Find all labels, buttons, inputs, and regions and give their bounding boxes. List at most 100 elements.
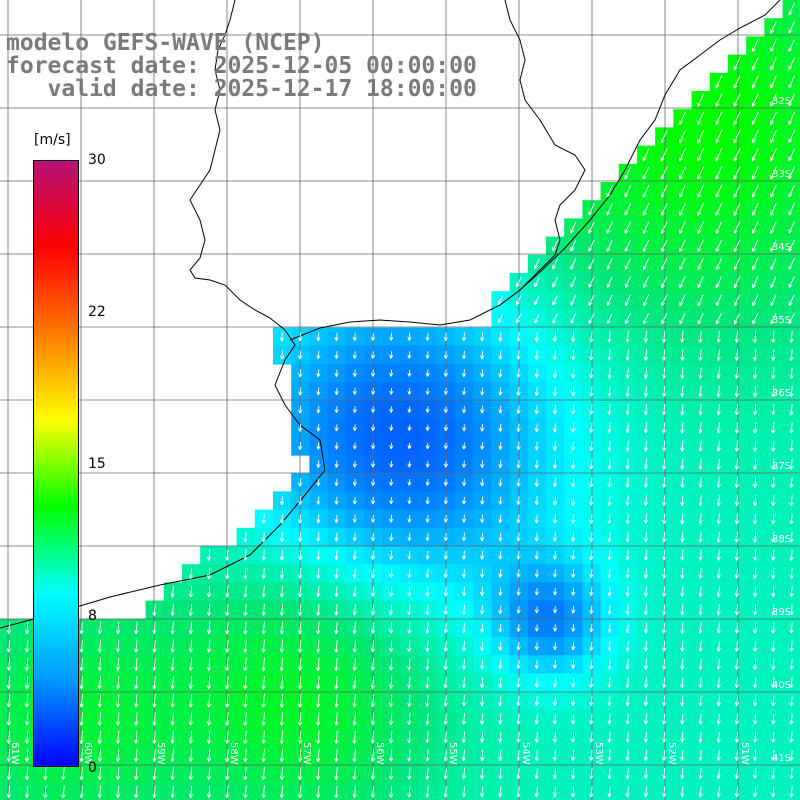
wind-arrow	[407, 640, 412, 652]
wind-arrow	[661, 749, 667, 761]
wind-arrow	[370, 676, 375, 690]
wind-arrow	[443, 586, 448, 597]
wind-arrow	[188, 621, 193, 635]
wind-arrow	[788, 166, 795, 180]
wind-arrow	[352, 712, 357, 726]
wind-arrow	[751, 39, 759, 53]
wind-arrow	[680, 640, 685, 652]
wind-arrow	[480, 641, 485, 652]
wind-arrow	[388, 712, 394, 726]
wind-arrow	[733, 184, 741, 198]
wind-arrow	[498, 605, 503, 615]
wind-arrow	[206, 767, 212, 780]
wind-arrow	[589, 786, 594, 798]
wind-arrow	[789, 622, 794, 634]
wind-arrow	[516, 550, 521, 560]
wind-arrow	[771, 677, 776, 689]
wind-arrow	[552, 459, 558, 469]
wind-arrow	[407, 351, 412, 359]
wind-arrow	[279, 585, 285, 598]
wind-arrow	[79, 767, 84, 781]
wind-arrow	[389, 442, 394, 450]
wind-arrow	[752, 422, 758, 434]
wind-arrow	[407, 712, 412, 726]
wind-arrow	[407, 604, 412, 616]
wind-arrow	[297, 621, 303, 635]
latitude-label: 34S	[772, 242, 791, 253]
wind-arrow	[697, 93, 705, 107]
wind-arrow	[480, 623, 485, 633]
wind-arrow	[752, 458, 758, 470]
wind-arrow	[715, 276, 722, 289]
wind-arrow	[461, 514, 467, 523]
wind-arrow	[734, 476, 740, 488]
wind-arrow	[589, 623, 594, 633]
wind-arrow	[534, 514, 539, 524]
wind-arrow	[443, 658, 448, 671]
wind-arrow	[170, 785, 175, 799]
wind-arrow	[498, 387, 503, 396]
wind-arrow	[733, 75, 741, 89]
wind-arrow	[607, 768, 612, 780]
wind-arrow	[715, 93, 723, 107]
wind-arrow	[407, 785, 412, 798]
wind-arrow	[334, 406, 339, 414]
wind-arrow	[788, 184, 795, 198]
wind-arrow	[534, 786, 539, 798]
wind-arrow	[789, 586, 794, 598]
wind-arrow	[607, 677, 612, 688]
wind-arrow	[443, 514, 449, 523]
wind-arrow	[334, 424, 339, 432]
wind-arrow	[788, 93, 796, 107]
wind-arrow	[606, 276, 613, 288]
wind-arrow	[134, 694, 139, 708]
wind-arrow	[24, 676, 30, 690]
wind-arrow	[298, 532, 303, 542]
wind-arrow	[607, 459, 612, 470]
wind-arrow	[407, 514, 412, 523]
wind-arrow	[534, 642, 539, 651]
wind-arrow	[552, 731, 558, 743]
wind-arrow	[588, 203, 595, 216]
wind-arrow	[552, 313, 558, 324]
wind-arrow	[261, 785, 266, 799]
wind-arrow	[571, 532, 576, 542]
wind-arrow	[443, 550, 448, 560]
wind-arrow	[188, 748, 193, 762]
wind-arrow	[479, 695, 485, 707]
wind-arrow	[334, 387, 339, 396]
wind-arrow	[443, 713, 448, 725]
wind-arrow	[516, 423, 521, 433]
wind-arrow	[771, 385, 776, 398]
wind-arrow	[571, 677, 576, 688]
wind-arrow	[679, 312, 686, 325]
wind-arrow	[388, 767, 394, 780]
wind-arrow	[607, 367, 612, 379]
wind-arrow	[552, 276, 558, 288]
wind-arrow	[770, 21, 777, 34]
wind-arrow	[480, 587, 485, 597]
wind-arrow	[443, 767, 448, 780]
wind-arrow	[370, 767, 375, 780]
wind-arrow	[516, 459, 521, 469]
wind-arrow	[643, 513, 649, 525]
colorbar	[33, 160, 79, 767]
wind-arrow	[115, 621, 121, 635]
wind-arrow	[788, 294, 795, 307]
wind-arrow	[607, 422, 612, 434]
wind-arrow	[552, 295, 558, 306]
wind-arrow	[716, 786, 721, 798]
wind-arrow	[534, 731, 539, 743]
wind-arrow	[660, 202, 668, 216]
wind-arrow	[316, 496, 321, 505]
wind-arrow	[134, 657, 139, 671]
wind-arrow	[770, 166, 777, 180]
wind-arrow	[498, 478, 503, 487]
wind-arrow	[389, 496, 394, 505]
wind-arrow	[534, 276, 540, 288]
wind-arrow	[498, 460, 503, 469]
wind-arrow	[516, 569, 521, 578]
wind-arrow	[698, 422, 703, 434]
wind-arrow	[370, 640, 376, 653]
wind-arrow	[589, 386, 594, 397]
